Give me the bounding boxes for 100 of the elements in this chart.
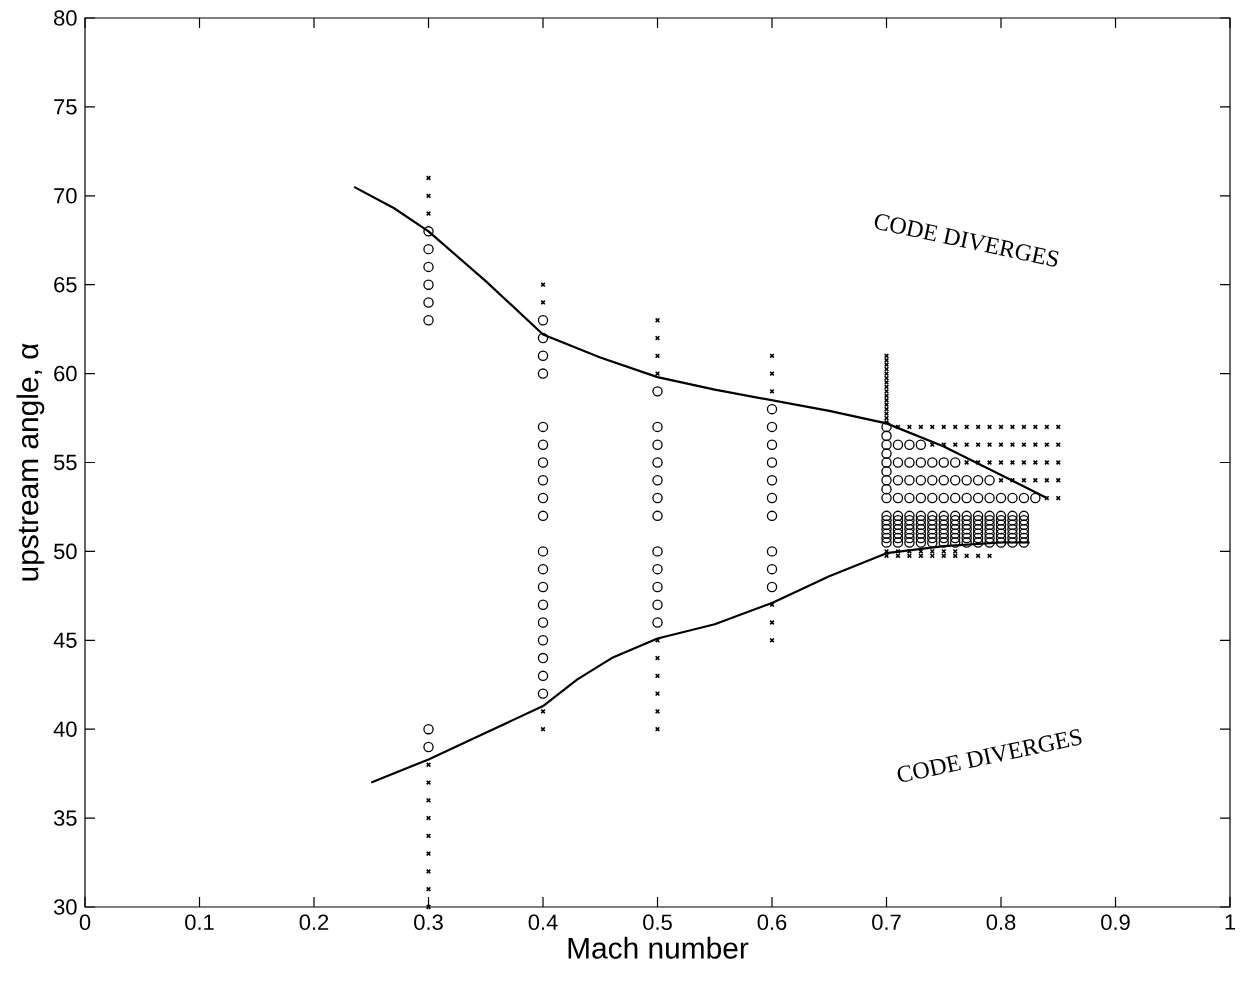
point: [998, 424, 1004, 430]
point: [915, 492, 927, 504]
point: [881, 439, 892, 450]
point: [952, 553, 958, 559]
point: [766, 492, 778, 504]
point: [652, 563, 663, 575]
point: [927, 457, 938, 468]
point: [964, 442, 970, 448]
point: [1055, 477, 1061, 483]
point: [1007, 492, 1018, 504]
point: [423, 741, 434, 753]
point: [972, 492, 984, 504]
point: [537, 439, 549, 450]
x-tick-label: 0.8: [986, 914, 1016, 931]
x-tick-label: 0.7: [872, 914, 901, 931]
x-tick-label: 0.5: [643, 914, 672, 931]
y-tick-label: 40: [53, 721, 77, 737]
point: [652, 386, 663, 397]
y-axis-title: upstream angle, α: [16, 343, 45, 581]
point: [652, 492, 663, 504]
point: [537, 670, 549, 682]
point: [652, 581, 663, 593]
point: [984, 492, 995, 504]
point: [425, 868, 432, 875]
point: [652, 439, 663, 450]
point: [423, 315, 434, 326]
point: [881, 421, 892, 433]
point: [652, 599, 663, 610]
point: [961, 492, 972, 504]
point: [766, 546, 778, 557]
point: [915, 439, 927, 450]
point: [1044, 442, 1050, 448]
x-tick-label: 0: [79, 914, 91, 931]
point: [423, 723, 434, 735]
point: [984, 475, 995, 486]
point: [537, 546, 549, 557]
y-tick-label: 50: [54, 543, 77, 560]
point: [881, 483, 892, 495]
point: [941, 553, 947, 559]
point: [952, 442, 958, 448]
y-tick-label: 70: [54, 188, 77, 204]
point: [883, 410, 890, 417]
point: [904, 457, 915, 468]
point: [881, 475, 892, 486]
point: [892, 439, 904, 450]
point: [652, 457, 663, 468]
point: [537, 315, 549, 326]
point: [929, 442, 935, 448]
point: [927, 475, 938, 486]
x-axis-title: Mach number: [568, 936, 749, 959]
y-tick-label: 35: [53, 810, 77, 826]
point: [904, 439, 915, 450]
point: [537, 688, 549, 699]
point: [892, 475, 904, 486]
point: [766, 403, 778, 415]
point: [766, 439, 778, 450]
point: [537, 350, 549, 362]
point: [423, 297, 434, 308]
x-tick-label: 1: [1225, 914, 1236, 930]
point: [537, 599, 549, 610]
x-tick-label: 0.3: [414, 914, 443, 931]
point: [941, 442, 947, 448]
point: [652, 421, 663, 433]
point: [892, 457, 904, 468]
point: [883, 379, 890, 386]
point: [938, 492, 949, 504]
point: [892, 492, 904, 504]
point: [425, 779, 432, 786]
point: [915, 475, 927, 486]
point: [652, 617, 663, 628]
point: [1009, 459, 1016, 466]
point: [766, 563, 778, 575]
x-tick-label: 0.6: [757, 914, 787, 931]
x-tick-label: 0.9: [1101, 914, 1130, 931]
point: [949, 457, 961, 468]
point: [1018, 492, 1030, 504]
point: [537, 510, 549, 522]
point: [537, 368, 549, 379]
point: [881, 457, 892, 468]
point: [927, 492, 938, 504]
point: [654, 370, 661, 377]
point: [766, 421, 778, 433]
annotation: CODE DIVERGES: [897, 729, 1082, 782]
point: [423, 279, 434, 290]
point: [938, 475, 949, 486]
y-tick-label: 80: [54, 10, 77, 26]
point: [537, 492, 549, 504]
point: [961, 475, 972, 486]
point: [766, 510, 778, 522]
point: [1032, 477, 1038, 483]
y-tick-label: 30: [53, 899, 77, 915]
point: [654, 690, 661, 697]
point: [895, 424, 901, 430]
y-tick-label: 75: [54, 99, 77, 115]
point: [537, 457, 549, 468]
point: [986, 459, 993, 466]
x-tick-label: 0.4: [528, 914, 558, 931]
point: [995, 492, 1007, 504]
point: [652, 475, 663, 486]
point: [915, 457, 927, 468]
